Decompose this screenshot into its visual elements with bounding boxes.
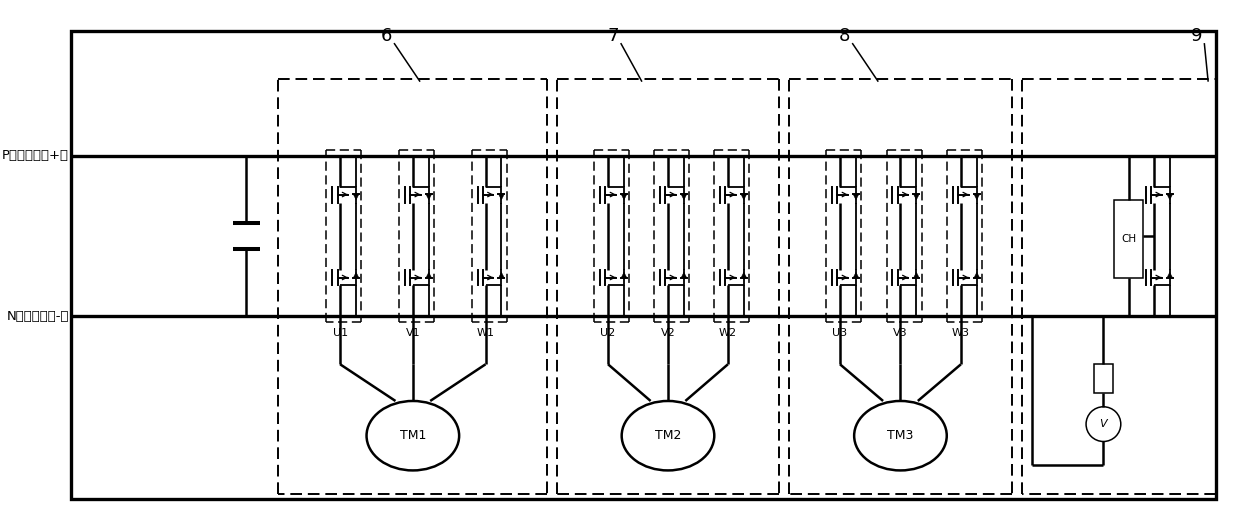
Polygon shape (425, 194, 432, 200)
Text: 8: 8 (838, 27, 851, 45)
Polygon shape (498, 272, 505, 278)
Polygon shape (425, 272, 432, 278)
Ellipse shape (367, 401, 459, 470)
Ellipse shape (621, 401, 714, 470)
Text: V2: V2 (661, 328, 676, 338)
Text: U2: U2 (600, 328, 616, 338)
Text: W1: W1 (476, 328, 495, 338)
Bar (1115, 200, 1143, 278)
Polygon shape (740, 272, 746, 278)
Text: 7: 7 (608, 27, 619, 45)
Polygon shape (973, 272, 980, 278)
Polygon shape (353, 272, 360, 278)
Text: TM1: TM1 (399, 429, 427, 442)
Ellipse shape (854, 401, 947, 470)
Polygon shape (914, 194, 919, 200)
Ellipse shape (1086, 407, 1121, 441)
Polygon shape (1167, 272, 1173, 278)
Text: W3: W3 (952, 328, 970, 338)
Text: W2: W2 (719, 328, 737, 338)
Polygon shape (498, 194, 505, 200)
Text: V3: V3 (893, 328, 908, 338)
Text: U3: U3 (832, 328, 848, 338)
Text: U1: U1 (332, 328, 347, 338)
Polygon shape (681, 194, 687, 200)
Polygon shape (353, 194, 360, 200)
Text: 9: 9 (1190, 27, 1203, 45)
Polygon shape (681, 272, 687, 278)
Polygon shape (1167, 194, 1173, 200)
Bar (1094, 364, 1114, 393)
Text: TM2: TM2 (655, 429, 681, 442)
Polygon shape (621, 272, 627, 278)
Polygon shape (914, 272, 919, 278)
Polygon shape (621, 194, 627, 200)
Polygon shape (973, 194, 980, 200)
Polygon shape (740, 194, 746, 200)
Text: N（母线电压-）: N（母线电压-） (6, 309, 69, 323)
Text: TM3: TM3 (888, 429, 914, 442)
Text: V1: V1 (405, 328, 420, 338)
Text: 6: 6 (381, 27, 392, 45)
Text: CH: CH (1121, 234, 1136, 244)
Polygon shape (853, 194, 859, 200)
Polygon shape (853, 272, 859, 278)
Text: P（母线电压+）: P（母线电压+） (2, 149, 69, 163)
Text: V: V (1100, 419, 1107, 429)
